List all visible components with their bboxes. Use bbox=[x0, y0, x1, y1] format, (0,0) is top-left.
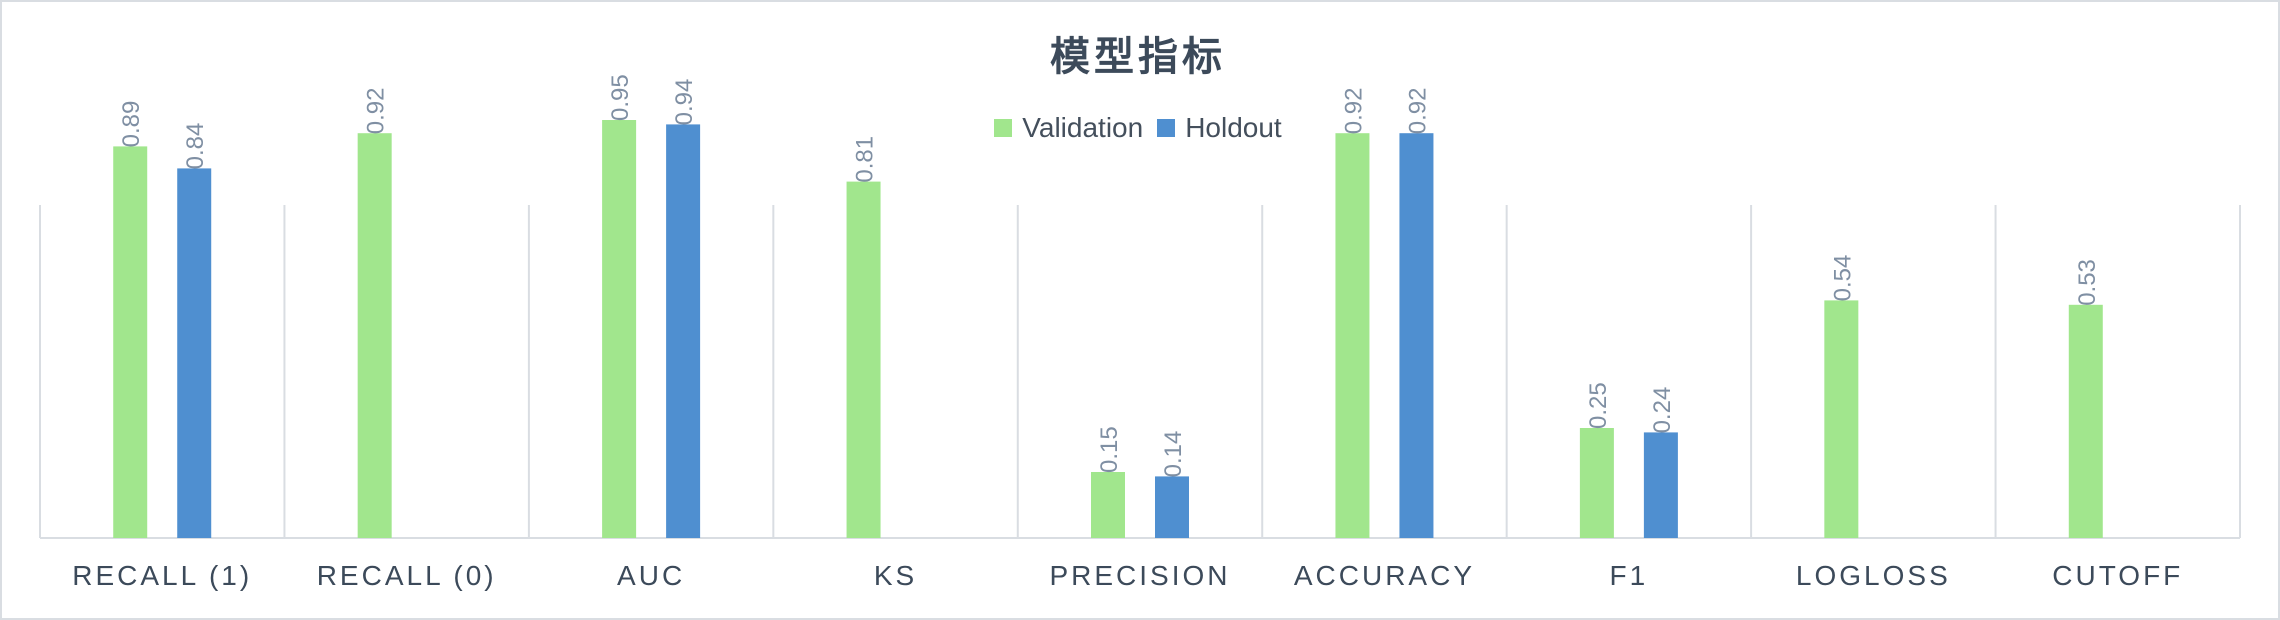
bar-validation-5 bbox=[1335, 133, 1370, 538]
bar-validation-4 bbox=[1091, 472, 1125, 538]
legend: Validation Holdout bbox=[0, 112, 2276, 144]
data-label-holdout-5: 0.92 bbox=[1404, 87, 1431, 134]
category-label-3: KS bbox=[874, 560, 917, 591]
category-label-8: CUTOFF bbox=[2052, 560, 2183, 591]
category-label-7: LOGLOSS bbox=[1796, 560, 1951, 591]
data-label-holdout-0: 0.84 bbox=[182, 123, 209, 170]
category-label-0: RECALL (1) bbox=[72, 560, 252, 591]
bar-holdout-2 bbox=[666, 124, 701, 539]
bar-validation-1 bbox=[357, 133, 392, 538]
category-label-5: ACCURACY bbox=[1294, 560, 1475, 591]
data-label-validation-6: 0.25 bbox=[1585, 382, 1612, 429]
bar-holdout-5 bbox=[1399, 133, 1434, 538]
data-label-holdout-4: 0.14 bbox=[1160, 431, 1187, 478]
bar-holdout-6 bbox=[1643, 432, 1678, 538]
data-label-validation-3: 0.81 bbox=[852, 136, 879, 183]
legend-swatch-validation bbox=[994, 119, 1013, 137]
legend-item-validation: Validation bbox=[994, 112, 1143, 144]
category-label-1: RECALL (0) bbox=[317, 560, 497, 591]
legend-label-holdout: Holdout bbox=[1185, 112, 1282, 143]
data-label-validation-4: 0.15 bbox=[1096, 426, 1123, 473]
bar-validation-0 bbox=[113, 146, 148, 538]
data-label-holdout-6: 0.24 bbox=[1649, 387, 1676, 434]
data-label-validation-5: 0.92 bbox=[1340, 87, 1367, 134]
data-label-validation-1: 0.92 bbox=[363, 87, 390, 134]
data-label-validation-8: 0.53 bbox=[2074, 259, 2101, 306]
bar-validation-3 bbox=[846, 181, 881, 538]
legend-item-holdout: Holdout bbox=[1157, 112, 1282, 144]
legend-label-validation: Validation bbox=[1022, 112, 1144, 143]
bar-validation-8 bbox=[2068, 304, 2103, 538]
data-label-holdout-2: 0.94 bbox=[671, 79, 698, 126]
bar-validation-7 bbox=[1824, 300, 1859, 538]
legend-swatch-holdout bbox=[1157, 119, 1176, 137]
category-label-2: AUC bbox=[617, 560, 685, 591]
bar-validation-2 bbox=[602, 120, 637, 538]
bar-holdout-4 bbox=[1155, 476, 1189, 538]
bar-holdout-0 bbox=[177, 168, 212, 538]
data-label-validation-7: 0.54 bbox=[1829, 255, 1856, 302]
data-label-validation-2: 0.95 bbox=[607, 74, 634, 121]
data-label-validation-0: 0.89 bbox=[118, 101, 145, 148]
bar-validation-6 bbox=[1579, 428, 1614, 538]
category-label-4: PRECISION bbox=[1049, 560, 1230, 591]
chart-title: 模型指标 bbox=[1050, 34, 1226, 80]
category-label-6: F1 bbox=[1610, 560, 1649, 591]
